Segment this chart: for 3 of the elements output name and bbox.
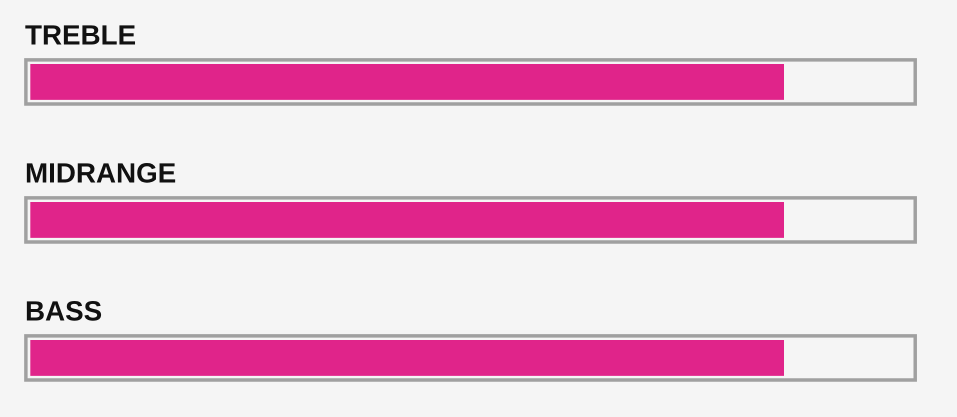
y-tick-label: BASS <box>26 301 102 321</box>
y-tick-label: TREBLE <box>25 25 136 44</box>
y-tick-label: MIDRANGE <box>26 163 176 183</box>
